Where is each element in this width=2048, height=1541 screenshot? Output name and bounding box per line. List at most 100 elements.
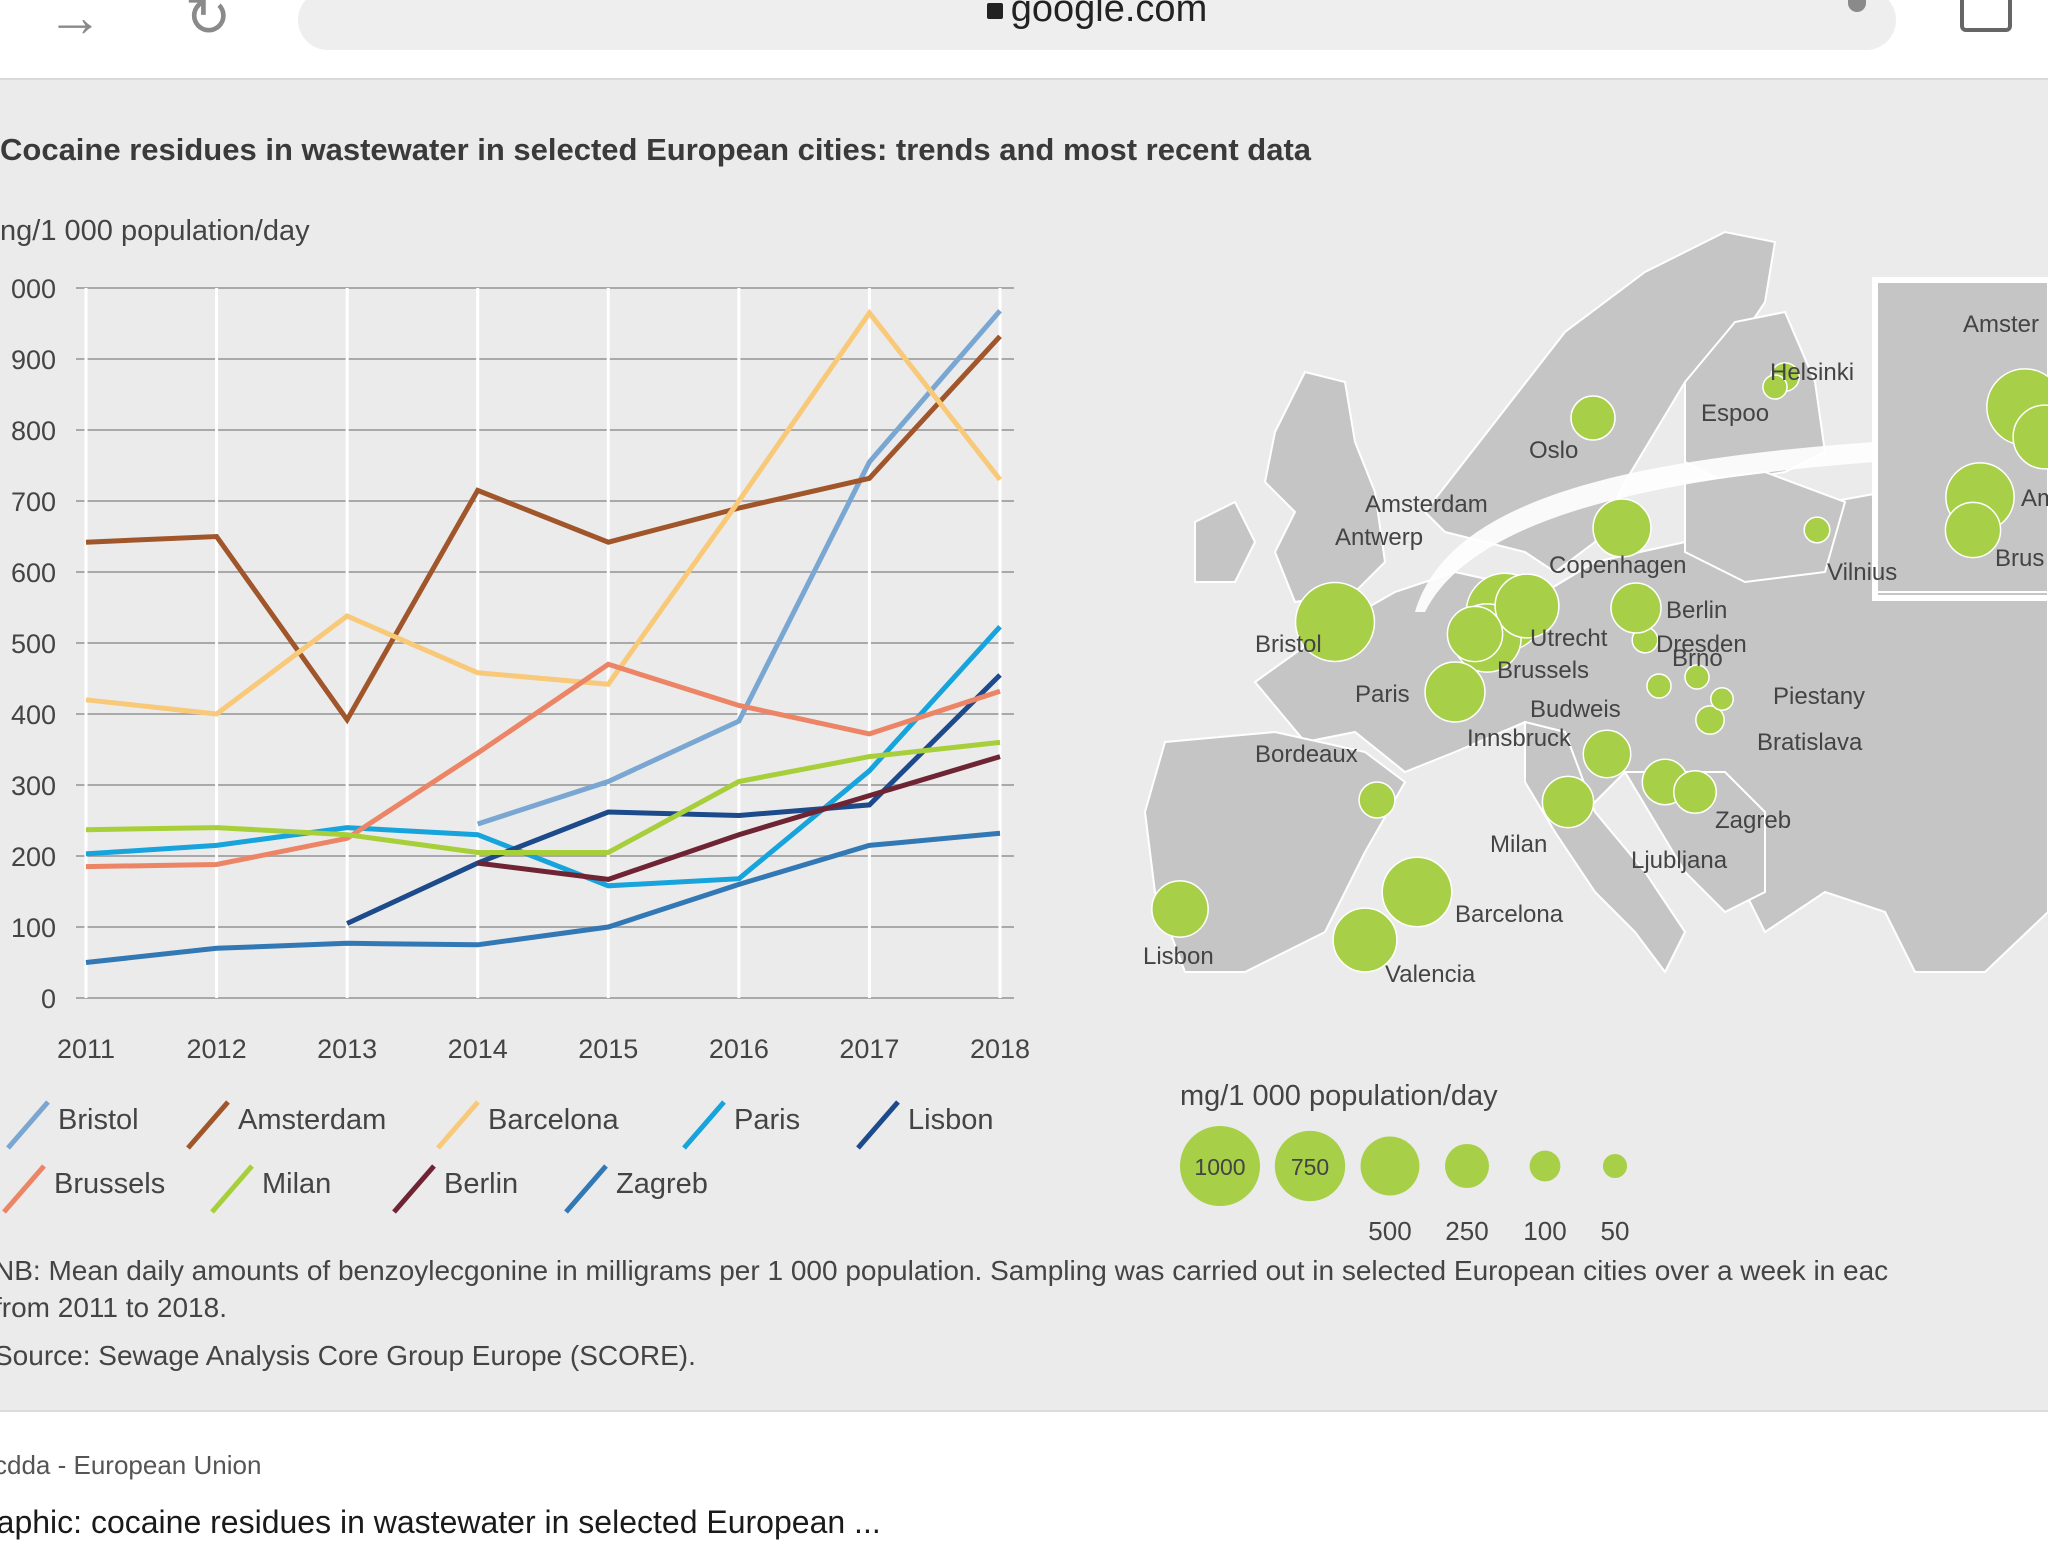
source-note: Source: Sewage Analysis Core Group Europ…	[0, 1340, 696, 1371]
legend-swatch-line	[436, 1100, 480, 1150]
inset-frame	[1872, 277, 2048, 601]
footnote-line-2: from 2011 to 2018.	[0, 1292, 227, 1323]
map-land	[1143, 230, 2048, 974]
legend-item-amsterdam: Amsterdam	[184, 1100, 404, 1150]
legend-item-zagreb: Zagreb	[562, 1164, 782, 1214]
x-tick-label: 2013	[317, 1034, 377, 1064]
result-title-link[interactable]: raphic: cocaine residues in wastewater i…	[0, 1504, 881, 1540]
legend-label: Lisbon	[908, 1104, 994, 1136]
microphone-icon[interactable]	[1848, 0, 1866, 12]
bubble-valencia	[1332, 907, 1398, 973]
legend-item-berlin: Berlin	[390, 1164, 610, 1214]
legend-swatch-line	[856, 1100, 900, 1150]
bubble-innsbruck	[1582, 729, 1632, 779]
city-label-paris: Paris	[1355, 681, 1410, 708]
city-label-brussels: Brussels	[1497, 657, 1589, 684]
series-paris	[85, 625, 1002, 889]
bubble-lisbon	[1151, 880, 1209, 938]
series-zagreb	[85, 830, 1001, 965]
address-bar[interactable]: google.com	[298, 0, 1896, 50]
x-tick-label: 2016	[709, 1034, 769, 1064]
size-legend-label-100: 100	[1523, 1216, 1566, 1246]
inset-pointer	[1415, 442, 1875, 612]
city-label-lisbon: Lisbon	[1143, 943, 1214, 970]
bubble-piestany	[1710, 687, 1734, 711]
legend-label: Brussels	[54, 1168, 166, 1200]
city-label-helsinki: Helsinki	[1770, 359, 1854, 386]
series-brussels	[85, 661, 1001, 870]
y-tick-label: 100	[11, 913, 56, 943]
series-line-zagreb	[85, 830, 1001, 965]
legend-swatch	[210, 1164, 254, 1214]
city-label-oslo: Oslo	[1529, 437, 1578, 464]
x-tick-label: 2015	[578, 1034, 638, 1064]
series-bristol	[476, 309, 1002, 827]
legend-swatch-line	[564, 1164, 608, 1214]
share-icon[interactable]	[1960, 0, 2012, 32]
size-legend-bubble-250	[1445, 1144, 1489, 1188]
x-tick-label: 2012	[187, 1034, 247, 1064]
lock-icon	[986, 3, 1003, 19]
legend-item-brussels: Brussels	[0, 1164, 220, 1214]
series-berlin	[477, 754, 1001, 882]
city-label-espoo: Espoo	[1701, 400, 1769, 427]
result-source: cdda - European Union	[0, 1450, 262, 1480]
x-tick-label: 2017	[839, 1034, 899, 1064]
size-legend-label-750: 750	[1291, 1154, 1329, 1180]
legend-item-milan: Milan	[208, 1164, 428, 1214]
city-label-bristol: Bristol	[1255, 631, 1322, 658]
legend-swatch	[564, 1164, 608, 1214]
x-tick-label: 2018	[970, 1034, 1030, 1064]
legend-swatch-line	[2, 1164, 46, 1214]
reload-icon[interactable]: ↻	[184, 0, 232, 34]
bubble-barcelona	[1381, 856, 1453, 928]
city-label-dresden: Dresden	[1656, 631, 1747, 658]
footnote-line-1: NB: Mean daily amounts of benzoylecgonin…	[0, 1255, 1889, 1286]
legend-item-barcelona: Barcelona	[434, 1100, 654, 1150]
series-amsterdam	[85, 334, 1002, 725]
bubble-bratislava	[1695, 705, 1725, 735]
bubble-zagreb	[1672, 769, 1718, 815]
url-value: google.com	[1010, 0, 1208, 30]
legend-label: Milan	[262, 1168, 332, 1200]
landmass-mainland	[1253, 470, 2048, 973]
series-line-paris	[85, 625, 1002, 889]
bubble-espoo	[1762, 374, 1788, 400]
series-line-berlin	[477, 754, 1001, 882]
arrow-right-icon[interactable]: →	[47, 0, 103, 34]
bubble-milan	[1541, 775, 1595, 829]
legend-swatch	[856, 1100, 900, 1150]
size-legend-bubble-500	[1360, 1136, 1420, 1196]
inset-label-brus: Brus	[1995, 545, 2044, 572]
y-tick-label: 400	[11, 700, 56, 730]
y-axis-unit-label: ng/1 000 population/day	[0, 215, 310, 247]
legend-item-paris: Paris	[680, 1100, 900, 1150]
bubble-bordeaux	[1358, 781, 1396, 819]
legend-label: Barcelona	[488, 1104, 619, 1136]
figure-title: Cocaine residues in wastewater in select…	[0, 132, 1312, 167]
legend-swatch	[392, 1164, 436, 1214]
chart-grid	[76, 287, 1014, 999]
search-result-card[interactable]: cdda - European Union raphic: cocaine re…	[0, 1410, 2048, 1540]
city-label-bratislava: Bratislava	[1757, 729, 1863, 756]
x-tick-label: 2011	[57, 1034, 115, 1064]
size-legend-label-1000: 1000	[1194, 1154, 1245, 1180]
y-tick-label: 600	[11, 558, 56, 588]
bubble-budweis	[1646, 673, 1672, 699]
legend-item-bristol: Bristol	[4, 1100, 224, 1150]
size-legend-label-500: 500	[1368, 1216, 1411, 1246]
size-legend-title: mg/1 000 population/day	[1180, 1080, 1498, 1112]
y-tick-label: 700	[11, 487, 56, 517]
landmass-iberia	[1143, 730, 1407, 973]
landmass-uk	[1263, 370, 1387, 604]
inset-label-am: Am	[2021, 485, 2048, 512]
bubble-vilnius	[1803, 516, 1831, 544]
legend-label: Bristol	[58, 1104, 139, 1136]
y-tick-label: 300	[11, 771, 56, 801]
legend-label: Amsterdam	[238, 1104, 387, 1136]
series-lisbon	[346, 673, 1002, 926]
bubble-brno	[1684, 664, 1710, 690]
legend-swatch-line	[6, 1100, 50, 1150]
city-label-amsterdam: Amsterdam	[1365, 491, 1488, 518]
city-label-utrecht: Utrecht	[1530, 625, 1608, 652]
